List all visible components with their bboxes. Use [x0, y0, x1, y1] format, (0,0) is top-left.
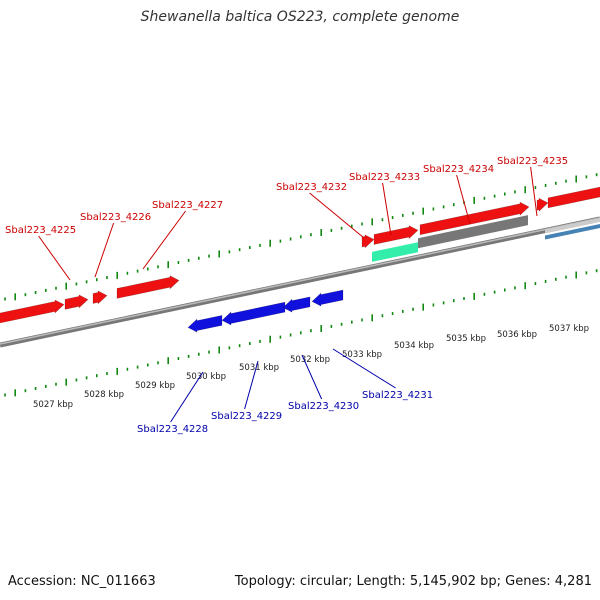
label-leader: [170, 371, 204, 423]
accession-label: Accession: NC_011663: [8, 574, 156, 589]
kbp-label: 5035 kbp: [446, 334, 486, 344]
label-leader: [332, 348, 396, 389]
gene-arrow-sbal223-4227-fragment: [92, 290, 108, 305]
gene-arrow-sbal223-4227: [116, 275, 180, 299]
gene-arrow-sbal223-4229: [221, 301, 286, 326]
label-leader: [456, 174, 471, 225]
gene-label: Sbal223_4230: [288, 401, 359, 412]
forward-tick-row: [4, 173, 598, 301]
gene-label: Sbal223_4226: [80, 212, 151, 223]
gene-label: Sbal223_4229: [211, 411, 282, 422]
kbp-label: 5034 kbp: [394, 341, 434, 351]
gene-arrow-sbal223-4225: [0, 299, 65, 324]
kbp-label: 5030 kbp: [186, 372, 226, 382]
label-leader: [309, 192, 365, 239]
gene-label: Sbal223_4232: [276, 182, 347, 193]
rrna-feature-bar: [372, 242, 418, 262]
kbp-label: 5037 kbp: [549, 324, 589, 334]
gene-arrow-sbal223-4235-fragment: [536, 197, 549, 212]
light-feature-bar: [545, 217, 600, 234]
gene-label: Sbal223_4233: [349, 172, 420, 183]
kbp-label: 5031 kbp: [239, 363, 279, 373]
reverse-tick-row: [4, 269, 598, 397]
gene-arrow-sbal223-4233: [373, 225, 419, 245]
label-leader: [142, 210, 187, 270]
label-leader: [94, 222, 115, 278]
gene-label: Sbal223_4228: [137, 424, 208, 435]
label-leader: [38, 235, 71, 281]
gene-arrow-sbal223-4234: [419, 201, 530, 236]
genome-backbone-highlight: [0, 217, 600, 345]
gene-arrow-sbal223-4230: [282, 296, 311, 313]
kbp-label: 5036 kbp: [497, 330, 537, 340]
gene-arrow-sbal223-4228: [187, 315, 223, 333]
steel-feature-bar: [545, 223, 600, 240]
gene-arrow-sbal223-4232: [361, 234, 375, 249]
gray-feature-bar: [418, 215, 528, 249]
label-leader: [382, 182, 392, 236]
kbp-label: 5028 kbp: [84, 390, 124, 400]
kbp-label: 5029 kbp: [135, 381, 175, 391]
gene-label: Sbal223_4235: [497, 156, 568, 167]
gene-label: Sbal223_4234: [423, 164, 494, 175]
kbp-label: 5033 kbp: [342, 350, 382, 360]
label-leader: [530, 166, 538, 217]
label-leader: [244, 360, 259, 410]
label-leader: [301, 354, 323, 400]
gene-label: Sbal223_4231: [362, 390, 433, 401]
genome-summary: Topology: circular; Length: 5,145,902 bp…: [234, 574, 592, 589]
kbp-label: 5027 kbp: [33, 400, 73, 410]
genome-backbone: [0, 216, 600, 348]
gene-label: Sbal223_4227: [152, 200, 223, 211]
gene-arrow-sbal223-4231: [311, 289, 344, 307]
gene-arrow-sbal223-4235: [547, 186, 600, 209]
gene-arrow-sbal223-4226: [64, 294, 89, 310]
map-title: Shewanella baltica OS223, complete genom…: [140, 9, 460, 25]
gene-label: Sbal223_4225: [5, 225, 76, 236]
kbp-label: 5032 kbp: [290, 355, 330, 365]
